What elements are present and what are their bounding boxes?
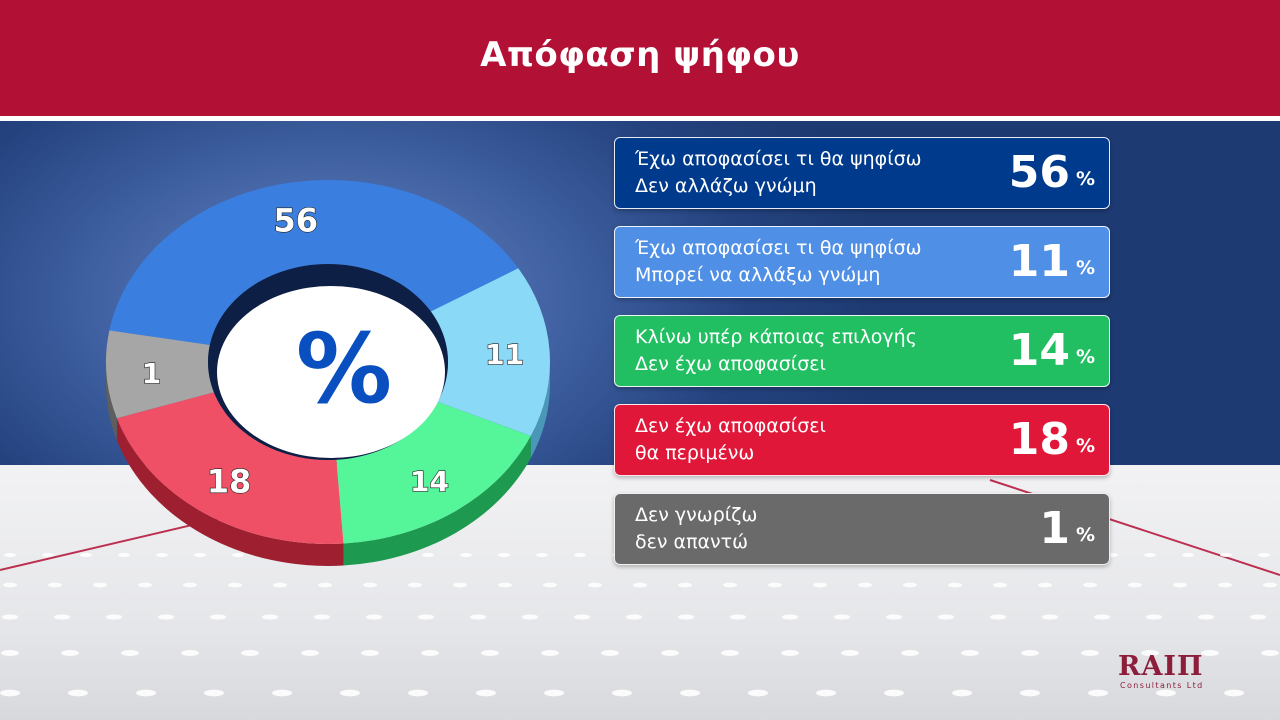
legend-item-unit: % <box>1075 435 1095 457</box>
legend-item-unit: % <box>1075 168 1095 190</box>
donut-slice-side-1 <box>530 362 550 459</box>
donut-slice-side-3 <box>116 418 344 566</box>
title-bar-rule <box>0 116 1280 121</box>
donut-center <box>217 286 445 458</box>
legend-item-label-line: Κλίνω υπέρ κάποιας επιλογής <box>635 326 917 348</box>
legend-item-label: Έχω αποφασίσει τι θα ψηφίσω Δεν αλλάζω γν… <box>635 146 922 200</box>
legend-item-number: 14 <box>1008 325 1070 376</box>
legend-item-label-line: Έχω αποφασίσει τι θα ψηφίσω <box>635 237 922 259</box>
legend-item: Δεν γνωρίζω δεν απαντώ 1% <box>614 493 1110 565</box>
legend-item-label-line: Δεν αλλάζω γνώμη <box>635 175 817 197</box>
legend-item: Έχω αποφασίσει τι θα ψηφίσω Μπορεί να αλλ… <box>614 226 1110 298</box>
legend-item-label-line: Δεν γνωρίζω <box>635 504 758 526</box>
legend-item-unit: % <box>1075 524 1095 546</box>
legend-item-number: 11 <box>1008 236 1070 287</box>
legend-item: Έχω αποφασίσει τι θα ψηφίσω Δεν αλλάζω γν… <box>614 137 1110 209</box>
legend-item-unit: % <box>1075 257 1095 279</box>
legend-item-value: 14% <box>1009 329 1095 373</box>
donut-slice-1 <box>430 268 550 437</box>
donut-chart: % 56 11 14 18 1 <box>100 170 570 570</box>
legend-item-label-line: θα περιμένω <box>635 442 755 464</box>
page-title: Απόφαση ψήφου <box>480 35 800 75</box>
title-bar: Απόφαση ψήφου <box>0 0 1280 116</box>
slice-value-label-2: 14 <box>410 465 449 498</box>
legend-item-value: 11% <box>1009 240 1095 284</box>
legend-item-value: 56% <box>1009 151 1095 195</box>
legend-item-label: Δεν έχω αποφασίσει θα περιμένω <box>635 413 826 467</box>
donut-slice-3 <box>116 392 344 544</box>
donut-chart-svg: % 56 11 14 18 1 <box>106 179 550 566</box>
legend-item-label-line: Δεν έχω αποφασίσει <box>635 353 826 375</box>
logo-subtitle: Consultants Ltd <box>1120 681 1204 690</box>
legend-item-value: 1% <box>1039 507 1095 551</box>
legend-item-label: Δεν γνωρίζω δεν απαντώ <box>635 502 757 556</box>
logo-wordmark: RAIП <box>1118 651 1204 682</box>
legend-item-number: 18 <box>1008 414 1070 465</box>
legend-item-unit: % <box>1075 346 1095 368</box>
legend-item-label: Έχω αποφασίσει τι θα ψηφίσω Μπορεί να αλλ… <box>635 235 922 289</box>
legend-item: Δεν έχω αποφασίσει θα περιμένω 18% <box>614 404 1110 476</box>
slice-value-label-4: 1 <box>142 357 161 390</box>
donut-slice-4 <box>106 330 214 419</box>
donut-slice-2 <box>336 401 531 544</box>
donut-slice-0 <box>109 179 519 345</box>
legend-item-label-line: δεν απαντώ <box>635 531 748 553</box>
legend-item-label-line: Έχω αποφασίσει τι θα ψηφίσω <box>635 148 922 170</box>
legend-item-label: Κλίνω υπέρ κάποιας επιλογής Δεν έχω αποφα… <box>635 324 917 378</box>
legend-item-number: 1 <box>1039 503 1070 554</box>
brand-logo: RAIП Consultants Ltd <box>1112 652 1242 696</box>
legend-item-label-line: Μπορεί να αλλάξω γνώμη <box>635 264 881 286</box>
legend-item: Κλίνω υπέρ κάποιας επιλογής Δεν έχω αποφα… <box>614 315 1110 387</box>
center-percent-symbol: % <box>296 313 392 425</box>
legend-item-number: 56 <box>1008 147 1070 198</box>
slice-value-label-3: 18 <box>207 462 252 500</box>
donut-slice-side-4 <box>106 362 117 441</box>
slice-value-label-1: 11 <box>485 338 524 371</box>
legend-item-value: 18% <box>1009 418 1095 462</box>
legend-item-label-line: Δεν έχω αποφασίσει <box>635 415 826 437</box>
donut-slice-side-2 <box>343 436 531 566</box>
slice-value-label-0: 56 <box>273 201 318 239</box>
